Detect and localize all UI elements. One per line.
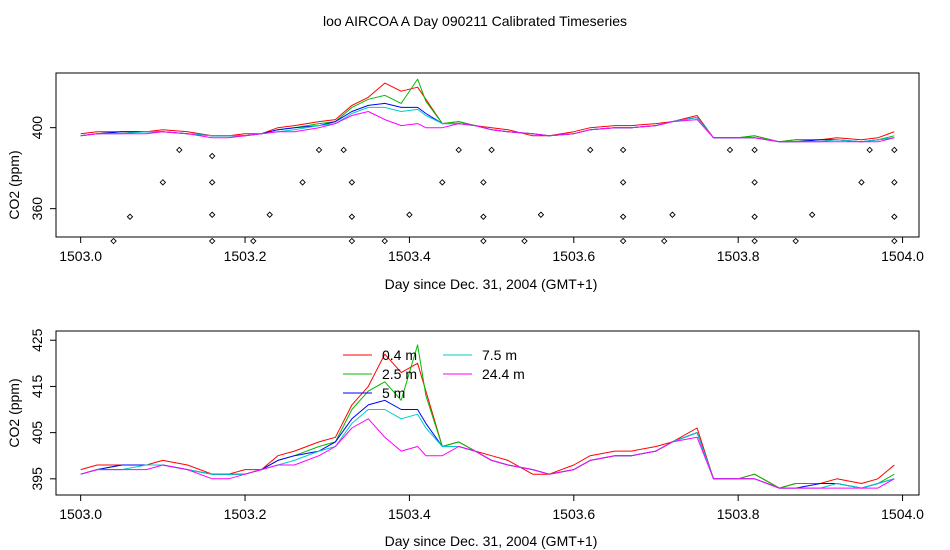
bottom-x-axis-label: Day since Dec. 31, 2004 (GMT+1) xyxy=(385,533,598,549)
flag-marker xyxy=(726,146,734,154)
x-tick-label: 1503.2 xyxy=(224,248,267,264)
bottom-y-axis: 395 405 415 425 xyxy=(29,328,56,491)
flag-marker xyxy=(381,237,388,245)
bottom-plot-frame xyxy=(55,330,920,496)
flag-marker xyxy=(266,211,273,218)
chart-title: loo AIRCOA A Day 090211 Calibrated Times… xyxy=(323,13,627,29)
flag-marker xyxy=(619,146,627,154)
x-tick-label: 1503.4 xyxy=(388,506,431,522)
top-x-axis: 1503.0 1503.2 1503.4 1503.6 1503.8 1504.0 xyxy=(59,237,924,264)
y-tick-label: 405 xyxy=(29,421,45,445)
y-tick-label: 360 xyxy=(29,197,45,221)
flag-marker xyxy=(439,179,446,186)
flag-marker xyxy=(340,146,347,154)
flag-marker xyxy=(619,213,627,220)
flag-marker xyxy=(159,179,167,186)
flag-marker xyxy=(208,237,216,245)
flag-marker xyxy=(858,179,865,186)
flag-marker xyxy=(299,179,306,186)
top-flag-markers xyxy=(110,146,898,245)
flag-marker xyxy=(480,237,487,245)
bottom-panel: 1503.0 1503.2 1503.4 1503.6 1503.8 1504.0 395… xyxy=(6,328,924,549)
flag-marker xyxy=(751,237,758,245)
top-panel: 1503.0 1503.2 1503.4 1503.6 1503.8 1504.0 360… xyxy=(6,72,924,292)
flag-marker xyxy=(348,179,356,186)
x-tick-label: 1503.4 xyxy=(388,248,431,264)
x-tick-label: 1503.2 xyxy=(224,506,267,522)
flag-marker xyxy=(110,237,117,245)
flag-marker xyxy=(537,211,545,218)
x-tick-label: 1503.8 xyxy=(717,506,760,522)
legend-label: 5 m xyxy=(382,385,405,401)
flag-marker xyxy=(176,146,183,154)
flag-marker xyxy=(808,211,816,218)
flag-marker xyxy=(891,179,898,186)
flag-marker xyxy=(751,179,758,186)
top-y-axis-label: CO2 (ppm) xyxy=(6,150,22,219)
legend: 0.4 m 2.5 m 5 m 7.5 m 24.4 m xyxy=(343,347,525,401)
flag-marker xyxy=(866,146,873,154)
flag-marker xyxy=(751,146,758,154)
bottom-series-lines xyxy=(80,344,895,489)
flag-marker xyxy=(660,237,668,245)
flag-marker xyxy=(250,237,257,245)
flag-marker xyxy=(126,213,134,220)
series-line-1 xyxy=(80,82,895,143)
flag-marker xyxy=(587,146,594,154)
series-line-5 xyxy=(80,111,895,143)
legend-label: 0.4 m xyxy=(382,347,417,363)
flag-marker xyxy=(348,213,356,220)
top-y-axis: 360 400 xyxy=(29,116,56,221)
flag-marker xyxy=(208,152,216,160)
flag-marker xyxy=(751,213,758,220)
x-tick-label: 1504.0 xyxy=(881,506,924,522)
top-plot-frame xyxy=(55,72,920,238)
x-tick-label: 1503.8 xyxy=(717,248,760,264)
x-tick-label: 1503.0 xyxy=(59,506,102,522)
x-tick-label: 1503.6 xyxy=(552,248,595,264)
x-tick-label: 1503.0 xyxy=(59,248,102,264)
flag-marker xyxy=(480,213,487,220)
flag-marker xyxy=(669,211,676,218)
bottom-x-axis: 1503.0 1503.2 1503.4 1503.6 1503.8 1504.0 xyxy=(59,495,924,522)
top-x-axis-label: Day since Dec. 31, 2004 (GMT+1) xyxy=(385,276,598,292)
flag-marker xyxy=(406,211,413,218)
series-line-4 xyxy=(80,409,895,489)
flag-marker xyxy=(315,146,323,154)
x-tick-label: 1503.6 xyxy=(552,506,595,522)
flag-marker xyxy=(521,237,528,245)
flag-marker xyxy=(348,237,356,245)
flag-marker xyxy=(891,146,898,154)
flag-marker xyxy=(891,237,898,245)
legend-label: 24.4 m xyxy=(482,366,525,382)
legend-label: 2.5 m xyxy=(382,366,417,382)
legend-label: 7.5 m xyxy=(482,347,517,363)
top-series-lines xyxy=(80,78,895,143)
bottom-y-axis-label: CO2 (ppm) xyxy=(6,378,22,447)
flag-marker xyxy=(488,146,495,154)
flag-marker xyxy=(455,146,462,154)
series-line-5 xyxy=(80,418,895,489)
y-tick-label: 395 xyxy=(29,467,45,491)
flag-marker xyxy=(891,213,898,220)
flag-marker xyxy=(208,211,216,218)
x-tick-label: 1504.0 xyxy=(881,248,924,264)
y-tick-label: 400 xyxy=(29,116,45,140)
flag-marker xyxy=(619,237,627,245)
flag-marker xyxy=(619,179,627,186)
y-tick-label: 415 xyxy=(29,375,45,399)
flag-marker xyxy=(480,179,487,186)
flag-marker xyxy=(208,179,216,186)
flag-marker xyxy=(792,237,799,245)
y-tick-label: 425 xyxy=(29,328,45,352)
series-line-2 xyxy=(80,78,895,143)
